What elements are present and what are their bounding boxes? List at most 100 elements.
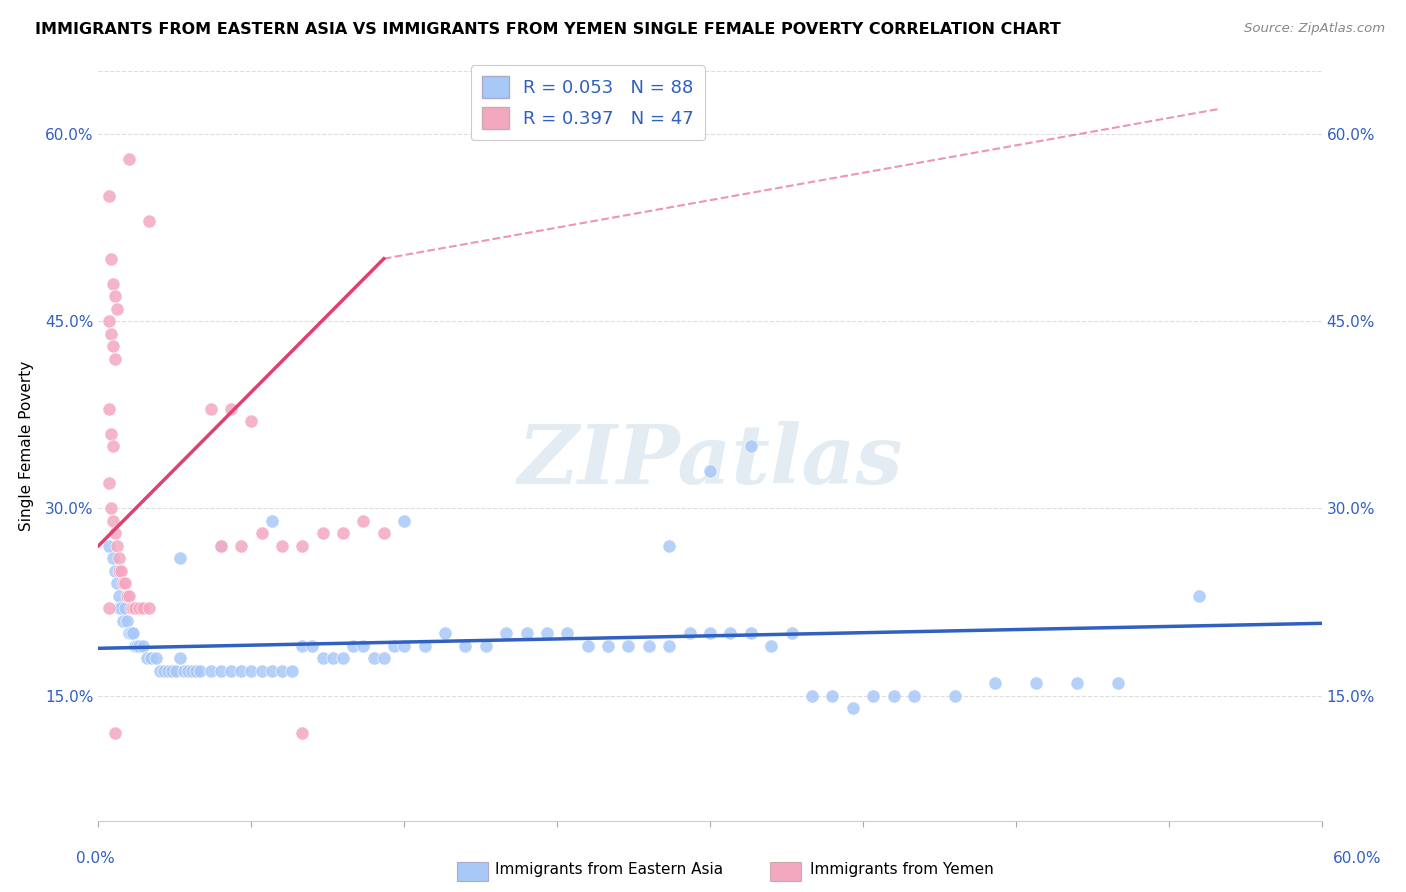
Point (219, 664, 242, 678)
Point (740, 439, 762, 453)
Point (104, 726, 127, 740)
Point (231, 539, 253, 553)
Point (111, 614, 134, 628)
Point (127, 639, 149, 653)
Point (104, 564, 127, 578)
Point (110, 564, 132, 578)
Point (352, 514, 374, 528)
Point (128, 639, 150, 653)
Point (138, 214, 160, 228)
Point (108, 564, 131, 578)
Point (699, 464, 721, 478)
Point (342, 639, 364, 653)
Point (740, 626, 762, 640)
Point (373, 651, 395, 665)
Point (474, 639, 498, 653)
Point (200, 664, 222, 678)
Point (598, 639, 620, 653)
Point (291, 639, 314, 653)
Point (110, 601, 132, 615)
Point (658, 639, 681, 653)
Point (576, 639, 599, 653)
Point (434, 626, 457, 640)
Point (984, 676, 1007, 690)
Point (149, 664, 172, 678)
Point (454, 639, 477, 653)
Point (270, 539, 294, 553)
Point (536, 626, 558, 640)
Point (165, 664, 187, 678)
Point (382, 639, 405, 653)
Point (108, 551, 131, 566)
Point (363, 651, 385, 665)
Point (699, 626, 721, 640)
Point (108, 601, 131, 615)
Point (108, 589, 131, 603)
Point (120, 626, 142, 640)
Point (122, 626, 145, 640)
Point (718, 626, 742, 640)
Point (495, 626, 517, 640)
Legend: R = 0.053   N = 88, R = 0.397   N = 47: R = 0.053 N = 88, R = 0.397 N = 47 (471, 65, 704, 140)
Point (136, 651, 159, 665)
Point (658, 539, 681, 553)
Point (1188, 589, 1211, 603)
Point (101, 339, 124, 353)
Point (97, 601, 120, 615)
Point (173, 664, 195, 678)
Point (97, 189, 120, 203)
Point (281, 664, 304, 678)
Point (118, 589, 141, 603)
Point (352, 639, 374, 653)
Point (332, 526, 354, 541)
Y-axis label: Single Female Poverty: Single Female Poverty (18, 361, 34, 531)
Point (188, 664, 212, 678)
Point (114, 576, 136, 591)
Point (115, 614, 138, 628)
Point (97, 401, 120, 416)
Point (101, 514, 124, 528)
Point (97, 476, 120, 491)
Point (260, 664, 283, 678)
Point (120, 601, 142, 615)
Point (219, 401, 242, 416)
Point (250, 526, 273, 541)
Point (111, 576, 134, 591)
Point (118, 152, 141, 166)
Point (104, 351, 127, 366)
Point (903, 689, 925, 703)
Point (291, 726, 314, 740)
Point (97, 539, 120, 553)
Point (801, 689, 824, 703)
Point (260, 514, 283, 528)
Point (156, 664, 179, 678)
Point (761, 639, 783, 653)
Point (209, 539, 232, 553)
Point (240, 414, 263, 428)
Point (637, 639, 661, 653)
Point (943, 689, 966, 703)
Point (181, 664, 204, 678)
Text: Immigrants from Yemen: Immigrants from Yemen (810, 863, 994, 877)
Point (141, 651, 163, 665)
Point (413, 639, 436, 653)
Point (555, 626, 579, 640)
Point (617, 639, 640, 653)
Point (132, 601, 155, 615)
Point (104, 289, 127, 303)
Point (821, 689, 844, 703)
Point (100, 426, 122, 441)
Point (177, 664, 200, 678)
Point (124, 639, 146, 653)
Point (373, 526, 395, 541)
Point (169, 551, 191, 566)
Point (270, 664, 294, 678)
Text: Source: ZipAtlas.com: Source: ZipAtlas.com (1244, 22, 1385, 36)
Point (97, 314, 120, 328)
Point (312, 526, 335, 541)
Point (122, 601, 145, 615)
Point (780, 626, 803, 640)
Point (118, 626, 141, 640)
Point (392, 639, 416, 653)
Point (209, 539, 232, 553)
